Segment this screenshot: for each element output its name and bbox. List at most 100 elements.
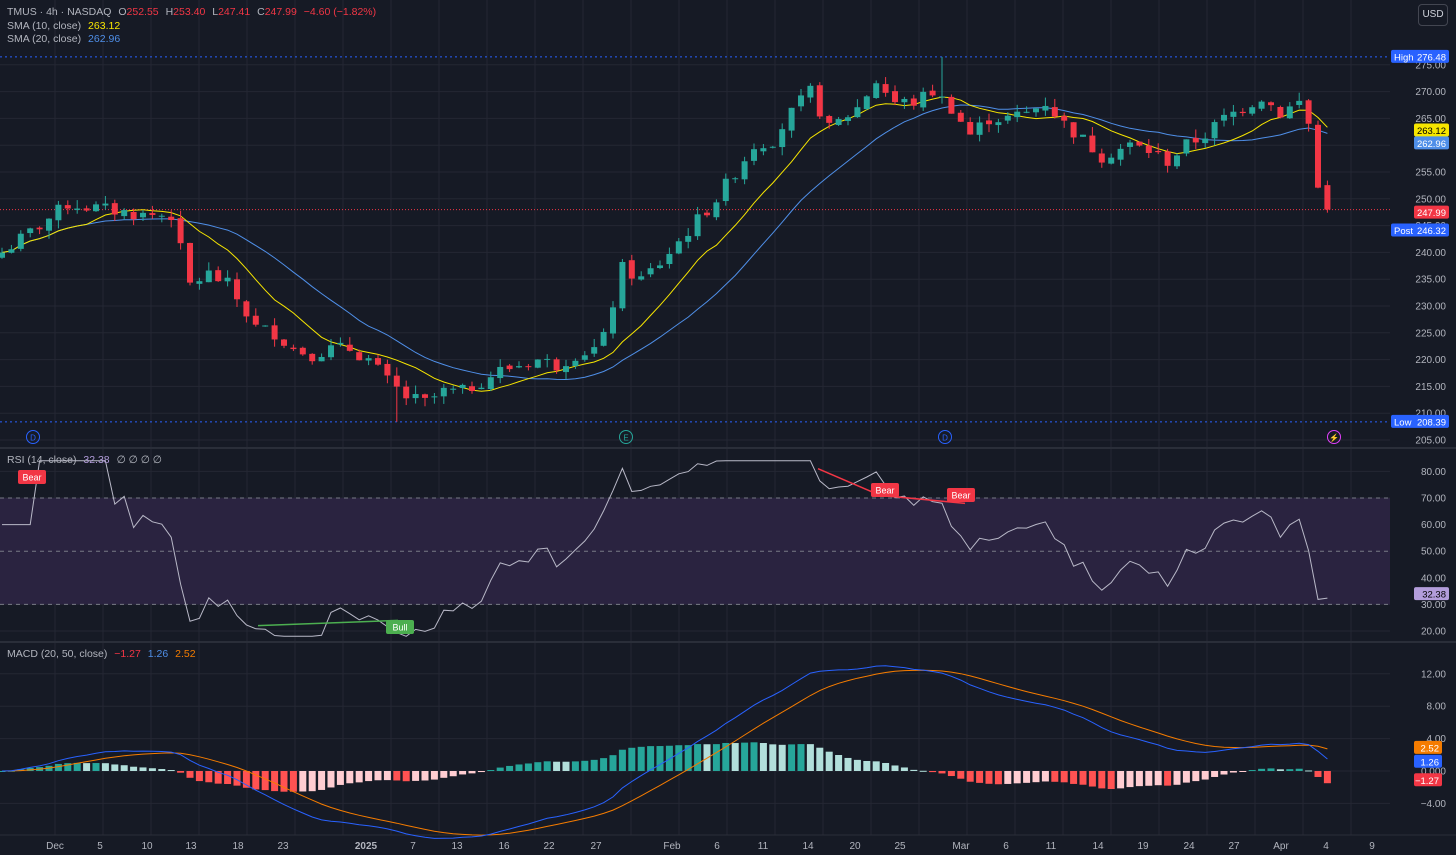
macd-histogram-bar bbox=[73, 762, 81, 771]
macd-histogram-bar bbox=[609, 755, 617, 771]
macd-histogram-bar bbox=[308, 771, 316, 792]
candle-body bbox=[666, 253, 673, 265]
macd-label: MACD (20, 50, close) bbox=[7, 648, 108, 660]
open-value: 252.55 bbox=[126, 6, 159, 18]
macd-histogram-bar bbox=[393, 771, 401, 781]
divergence-label-bg bbox=[871, 483, 899, 497]
candle-body bbox=[1315, 124, 1321, 188]
macd-histogram-bar bbox=[365, 771, 373, 782]
candle-body bbox=[854, 107, 861, 118]
macd-tick-label: 8.00 bbox=[1427, 702, 1447, 713]
candle-body bbox=[882, 84, 889, 93]
candle bbox=[516, 361, 522, 369]
sma20-legend[interactable]: SMA (20, close) 262.96 bbox=[7, 33, 124, 45]
macd-histogram-bar bbox=[1117, 771, 1125, 789]
candle-body bbox=[619, 262, 626, 309]
candle-body bbox=[1042, 105, 1049, 111]
macd-histogram-bar bbox=[741, 742, 749, 771]
sma20-label: SMA (20, close) bbox=[7, 33, 82, 45]
event-marker-label: ⚡ bbox=[1329, 433, 1339, 443]
macd-legend[interactable]: MACD (20, 50, close) −1.27 1.26 2.52 bbox=[7, 648, 200, 660]
macd-line bbox=[1, 665, 1328, 839]
macd-histogram-bar bbox=[1276, 769, 1284, 771]
macd-histogram-bar bbox=[421, 771, 429, 781]
macd-histogram-bar bbox=[1088, 771, 1096, 787]
currency-button[interactable]: USD bbox=[1418, 4, 1448, 26]
candle bbox=[337, 337, 344, 347]
macd-histogram-bar bbox=[205, 771, 213, 783]
candle-body bbox=[1202, 138, 1209, 144]
macd-histogram-bar bbox=[1013, 771, 1021, 784]
macd-histogram-bar bbox=[318, 771, 326, 790]
candle bbox=[290, 344, 297, 352]
candle-body bbox=[845, 117, 851, 121]
divergence-label-bg bbox=[18, 470, 46, 484]
price-tick-label: 235.00 bbox=[1415, 275, 1446, 286]
candle-body bbox=[986, 120, 992, 125]
time-tick-label: 18 bbox=[232, 841, 244, 852]
candle-body bbox=[939, 96, 945, 98]
candle bbox=[957, 110, 964, 123]
macd-histogram-bar bbox=[750, 742, 758, 771]
sma10-legend[interactable]: SMA (10, close) 263.12 bbox=[7, 20, 124, 32]
macd-histogram-bar bbox=[684, 745, 692, 771]
time-tick-label: 16 bbox=[498, 841, 510, 852]
candle bbox=[986, 113, 992, 133]
candle bbox=[1192, 129, 1199, 149]
macd-histogram-bar bbox=[148, 768, 156, 771]
candle bbox=[149, 205, 156, 219]
rsi-extras: ∅ ∅ ∅ ∅ bbox=[116, 454, 162, 466]
candle-body bbox=[1127, 142, 1133, 147]
candle-body bbox=[920, 91, 927, 108]
macd-histogram-bar bbox=[242, 771, 250, 788]
rsi-price-tag: 32.38 bbox=[1422, 590, 1446, 601]
price-tick-label: 215.00 bbox=[1415, 382, 1446, 393]
event-marker-label: E bbox=[623, 434, 628, 443]
candle bbox=[83, 205, 90, 212]
candle-body bbox=[224, 277, 231, 282]
candle-body bbox=[17, 233, 24, 249]
rsi-tick-label: 20.00 bbox=[1421, 627, 1446, 638]
macd-histogram-bar bbox=[1107, 771, 1115, 789]
candle bbox=[1230, 104, 1237, 126]
macd-histogram-bar bbox=[252, 771, 260, 790]
candle-body bbox=[967, 122, 974, 135]
candle bbox=[1315, 120, 1321, 189]
high-label: H bbox=[165, 6, 174, 18]
candle-body bbox=[215, 270, 222, 282]
candle-body bbox=[450, 388, 457, 390]
candle bbox=[619, 258, 626, 312]
rsi-legend[interactable]: RSI (14, close) 32.38 ∅ ∅ ∅ ∅ bbox=[7, 454, 166, 466]
sma10-value: 263.12 bbox=[88, 20, 121, 32]
candle bbox=[666, 247, 673, 269]
candle bbox=[1268, 101, 1274, 112]
macd-histogram-bar bbox=[712, 744, 720, 771]
candle-body bbox=[36, 227, 43, 230]
time-tick-label: 6 bbox=[714, 841, 720, 852]
candle-body bbox=[713, 202, 720, 218]
change-value: −4.60 (−1.82%) bbox=[303, 6, 377, 18]
candle bbox=[1164, 148, 1171, 173]
macd-histogram-bar bbox=[0, 771, 6, 772]
sma20-price-tag: 262.96 bbox=[1417, 139, 1446, 150]
macd-histogram-bar bbox=[825, 751, 833, 771]
time-tick-label: 13 bbox=[451, 841, 463, 852]
candle-body bbox=[957, 112, 964, 122]
candle bbox=[647, 263, 654, 278]
macd-histogram-bar bbox=[1323, 771, 1331, 784]
candle-body bbox=[1211, 122, 1218, 139]
time-tick-label: Dec bbox=[46, 841, 64, 852]
candle-body bbox=[177, 218, 184, 244]
candle-body bbox=[1239, 111, 1246, 114]
macd-tick-label: 4.00 bbox=[1427, 734, 1447, 745]
macd-histogram-bar bbox=[656, 746, 664, 771]
candle bbox=[845, 115, 851, 126]
candle-body bbox=[328, 345, 334, 358]
macd-histogram-bar bbox=[628, 747, 636, 771]
macd-histogram-bar bbox=[985, 771, 993, 784]
candle bbox=[168, 210, 175, 228]
macd-histogram-bar bbox=[1211, 771, 1219, 777]
candle-body bbox=[1268, 102, 1274, 106]
macd-histogram-bar bbox=[778, 744, 786, 771]
